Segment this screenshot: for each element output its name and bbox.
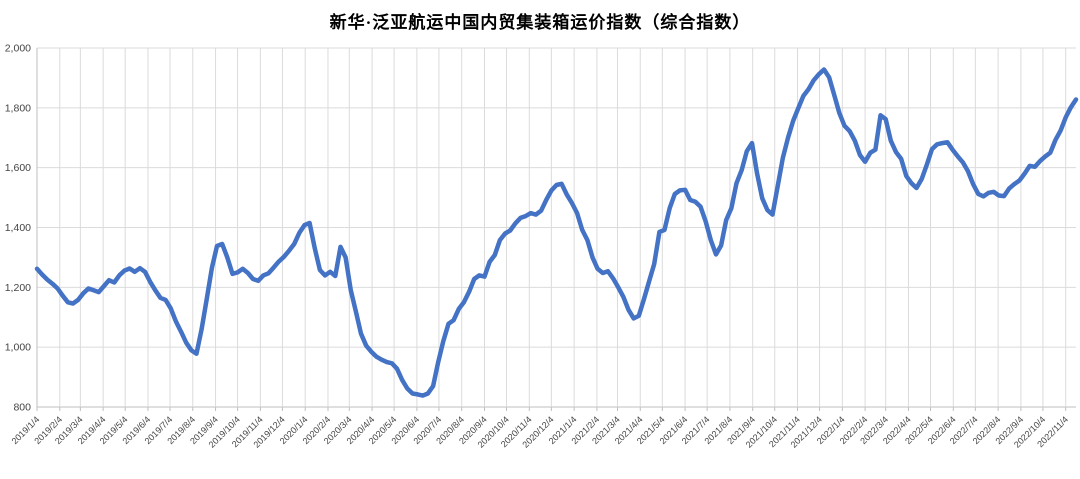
y-axis-tick-label: 1,200 xyxy=(5,282,31,294)
y-axis-tick-label: 1,600 xyxy=(5,162,31,174)
chart-title: 新华·泛亚航运中国内贸集装箱运价指数（综合指数） xyxy=(329,13,751,32)
y-axis-tick-label: 1,800 xyxy=(5,102,31,114)
y-axis-tick-label: 2,000 xyxy=(5,43,31,55)
y-axis-tick-label: 1,000 xyxy=(5,342,31,354)
index-line-series xyxy=(34,67,1079,398)
y-axis-tick-label: 1,400 xyxy=(5,222,31,234)
y-axis-tick-label: 800 xyxy=(13,402,31,414)
